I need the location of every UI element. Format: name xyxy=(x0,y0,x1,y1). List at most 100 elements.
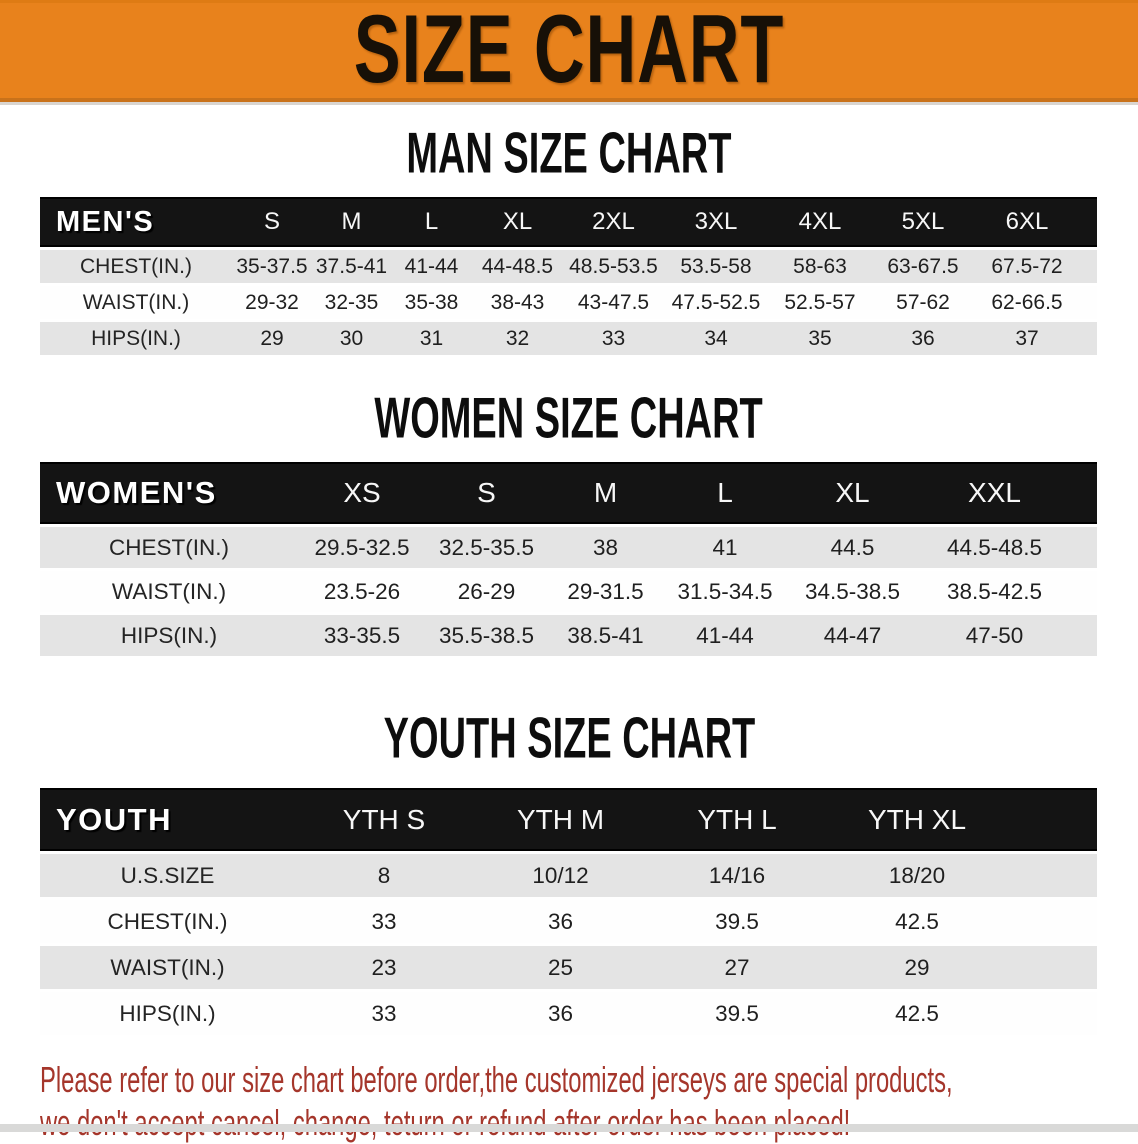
size-column-header: YTH XL xyxy=(826,788,1008,851)
measurement-label: CHEST(IN.) xyxy=(40,900,295,943)
measurement-label: HIPS(IN.) xyxy=(40,322,232,355)
size-column-header: L xyxy=(391,197,472,247)
size-value: 33 xyxy=(295,900,473,943)
row-filler xyxy=(1008,900,1097,943)
size-value: 29-32 xyxy=(232,286,312,319)
size-column-header: XS xyxy=(298,462,426,524)
size-column-header: 3XL xyxy=(664,197,768,247)
size-value: 18/20 xyxy=(826,854,1008,897)
size-value: 10/12 xyxy=(473,854,648,897)
size-value: 33 xyxy=(563,322,664,355)
size-value: 42.5 xyxy=(826,992,1008,1035)
row-filler xyxy=(1080,286,1097,319)
size-value: 43-47.5 xyxy=(563,286,664,319)
size-column-header: S xyxy=(426,462,547,524)
size-column-header: 2XL xyxy=(563,197,664,247)
size-header-row: MEN'S S M L XL 2XL 3XL 4XL 5XL 6XL xyxy=(40,197,1097,247)
measurement-row: WAIST(IN.) 23 25 27 29 xyxy=(40,946,1097,989)
size-value: 44-48.5 xyxy=(472,250,563,283)
size-column-header: XL xyxy=(472,197,563,247)
size-value: 36 xyxy=(473,900,648,943)
disclaimer-line-2: we don't accept cancel, change, teturn o… xyxy=(40,1102,851,1143)
measurement-row: U.S.SIZE 8 10/12 14/16 18/20 xyxy=(40,854,1097,897)
measurement-label: HIPS(IN.) xyxy=(40,615,298,656)
size-column-header: M xyxy=(312,197,391,247)
row-filler xyxy=(1008,992,1097,1035)
header-filler xyxy=(1008,788,1097,851)
size-value: 33-35.5 xyxy=(298,615,426,656)
group-label: YOUTH xyxy=(40,788,295,851)
measurement-label: U.S.SIZE xyxy=(40,854,295,897)
measurement-row: CHEST(IN.) 35-37.5 37.5-41 41-44 44-48.5 48.5… xyxy=(40,250,1097,283)
size-column-header: XL xyxy=(786,462,919,524)
size-value: 44-47 xyxy=(786,615,919,656)
size-column-header: L xyxy=(664,462,786,524)
size-value: 53.5-58 xyxy=(664,250,768,283)
row-filler xyxy=(1008,946,1097,989)
size-column-header: XXL xyxy=(919,462,1070,524)
youth-size-chart-heading: YOUTH SIZE CHART xyxy=(383,705,755,771)
measurement-row: HIPS(IN.) 33-35.5 35.5-38.5 38.5-41 41-44 44-… xyxy=(40,615,1097,656)
men-size-table: MEN'S S M L XL 2XL 3XL 4XL 5XL 6XL CHEST(IN.) 35-37… xyxy=(40,194,1097,358)
measurement-label: WAIST(IN.) xyxy=(40,571,298,612)
size-column-header: M xyxy=(547,462,664,524)
size-value: 36 xyxy=(872,322,974,355)
size-value: 32 xyxy=(472,322,563,355)
size-value: 41-44 xyxy=(664,615,786,656)
measurement-label: CHEST(IN.) xyxy=(40,250,232,283)
size-value: 25 xyxy=(473,946,648,989)
size-value: 67.5-72 xyxy=(974,250,1080,283)
size-value: 30 xyxy=(312,322,391,355)
group-label: MEN'S xyxy=(40,197,232,247)
measurement-row: HIPS(IN.) 33 36 39.5 42.5 xyxy=(40,992,1097,1035)
row-filler xyxy=(1070,527,1097,568)
row-filler xyxy=(1008,854,1097,897)
size-value: 48.5-53.5 xyxy=(563,250,664,283)
size-value: 58-63 xyxy=(768,250,872,283)
size-value: 39.5 xyxy=(648,900,826,943)
size-value: 41-44 xyxy=(391,250,472,283)
measurement-label: HIPS(IN.) xyxy=(40,992,295,1035)
size-column-header: 5XL xyxy=(872,197,974,247)
size-column-header: YTH L xyxy=(648,788,826,851)
size-value: 57-62 xyxy=(872,286,974,319)
size-value: 8 xyxy=(295,854,473,897)
measurement-row: CHEST(IN.) 29.5-32.5 32.5-35.5 38 41 44.5 44.5… xyxy=(40,527,1097,568)
row-filler xyxy=(1070,571,1097,612)
size-value: 39.5 xyxy=(648,992,826,1035)
measurement-label: WAIST(IN.) xyxy=(40,946,295,989)
size-column-header: S xyxy=(232,197,312,247)
bottom-edge-strip xyxy=(0,1124,1138,1132)
measurement-row: WAIST(IN.) 23.5-26 26-29 29-31.5 31.5-34.5 34… xyxy=(40,571,1097,612)
size-header-row: YOUTH YTH S YTH M YTH L YTH XL xyxy=(40,788,1097,851)
size-header-row: WOMEN'S XS S M L XL XXL xyxy=(40,462,1097,524)
banner-title: SIZE CHART xyxy=(353,0,785,103)
size-value: 34 xyxy=(664,322,768,355)
size-value: 36 xyxy=(473,992,648,1035)
size-value: 52.5-57 xyxy=(768,286,872,319)
size-value: 41 xyxy=(664,527,786,568)
size-value: 42.5 xyxy=(826,900,1008,943)
size-value: 29-31.5 xyxy=(547,571,664,612)
women-size-chart-heading: WOMEN SIZE CHART xyxy=(374,385,764,451)
size-value: 32.5-35.5 xyxy=(426,527,547,568)
size-value: 38.5-41 xyxy=(547,615,664,656)
size-column-header: YTH M xyxy=(473,788,648,851)
header-filler xyxy=(1080,197,1097,247)
size-value: 37 xyxy=(974,322,1080,355)
size-value: 14/16 xyxy=(648,854,826,897)
disclaimer-text: Please refer to our size chart before or… xyxy=(40,1058,1138,1144)
size-value: 44.5 xyxy=(786,527,919,568)
size-value: 38.5-42.5 xyxy=(919,571,1070,612)
measurement-label: WAIST(IN.) xyxy=(40,286,232,319)
header-filler xyxy=(1070,462,1097,524)
size-value: 47-50 xyxy=(919,615,1070,656)
row-filler xyxy=(1080,250,1097,283)
women-size-table: WOMEN'S XS S M L XL XXL CHEST(IN.) 29.5-32.5 32.5… xyxy=(40,459,1097,659)
size-value: 23 xyxy=(295,946,473,989)
measurement-row: HIPS(IN.) 29 30 31 32 33 34 35 36 37 xyxy=(40,322,1097,355)
size-chart-banner: SIZE CHART xyxy=(0,0,1138,102)
group-label: WOMEN'S xyxy=(40,462,298,524)
man-size-chart-section: MAN SIZE CHART MEN'S S M L XL 2XL 3XL 4XL 5XL 6XL… xyxy=(0,124,1138,358)
size-value: 29 xyxy=(826,946,1008,989)
